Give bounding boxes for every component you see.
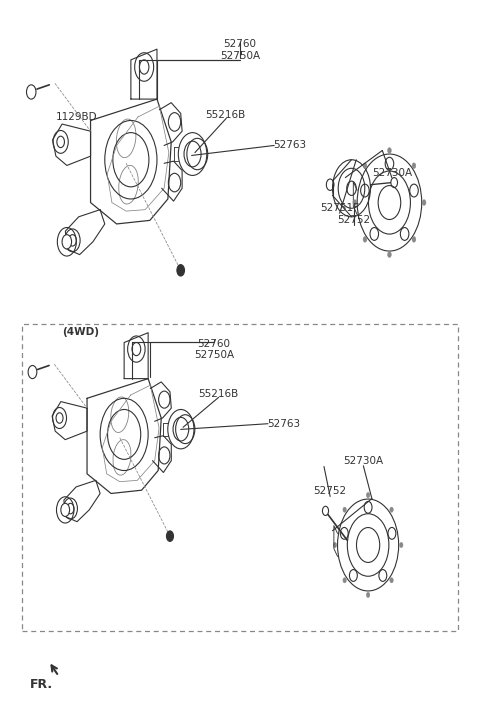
Circle shape xyxy=(412,163,416,168)
Text: 1129BD: 1129BD xyxy=(56,112,97,122)
Text: 52763: 52763 xyxy=(273,140,306,150)
Circle shape xyxy=(333,542,336,548)
Circle shape xyxy=(67,503,74,514)
Text: 52763: 52763 xyxy=(267,418,300,429)
Circle shape xyxy=(366,493,370,498)
Text: 52752: 52752 xyxy=(337,215,371,224)
Circle shape xyxy=(422,200,426,206)
Text: 52750A: 52750A xyxy=(194,350,234,360)
Circle shape xyxy=(26,85,36,99)
Circle shape xyxy=(343,577,347,583)
Text: 55216B: 55216B xyxy=(205,110,246,120)
Circle shape xyxy=(391,178,397,188)
Text: (4WD): (4WD) xyxy=(62,327,99,337)
Text: 52730A: 52730A xyxy=(343,456,384,466)
Circle shape xyxy=(323,506,328,516)
Text: 52730A: 52730A xyxy=(372,168,412,178)
Text: 52760: 52760 xyxy=(224,39,256,49)
Circle shape xyxy=(132,342,141,356)
Circle shape xyxy=(62,234,72,249)
Circle shape xyxy=(399,542,403,548)
Circle shape xyxy=(387,147,391,153)
Circle shape xyxy=(412,237,416,242)
Circle shape xyxy=(28,365,37,379)
Circle shape xyxy=(139,60,149,74)
Circle shape xyxy=(56,413,63,423)
Circle shape xyxy=(347,181,356,196)
Text: 52752: 52752 xyxy=(313,487,347,497)
Circle shape xyxy=(61,503,70,516)
Circle shape xyxy=(390,507,393,513)
Circle shape xyxy=(177,265,184,276)
Circle shape xyxy=(57,136,64,147)
Circle shape xyxy=(363,237,367,242)
Circle shape xyxy=(366,592,370,597)
Circle shape xyxy=(167,531,173,541)
Circle shape xyxy=(343,507,347,513)
Text: FR.: FR. xyxy=(30,677,53,690)
Text: 52751F: 52751F xyxy=(320,203,359,214)
Circle shape xyxy=(390,577,393,583)
Circle shape xyxy=(363,163,367,168)
Text: 52760: 52760 xyxy=(197,339,230,349)
Circle shape xyxy=(353,200,357,206)
Text: 55216B: 55216B xyxy=(199,389,239,399)
Text: 52750A: 52750A xyxy=(220,50,260,60)
Circle shape xyxy=(69,234,76,246)
Circle shape xyxy=(387,252,391,257)
